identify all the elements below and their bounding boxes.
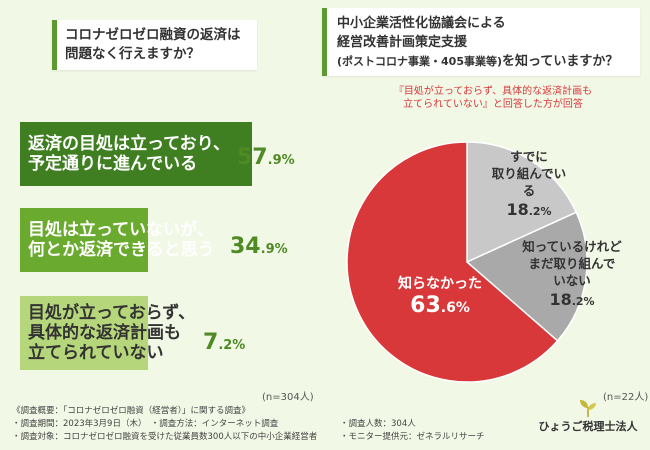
bar-1-fill xyxy=(20,122,252,186)
pie-label-2-line3: いない xyxy=(553,273,591,288)
bar-2-value-int: 34 xyxy=(230,234,261,259)
footer-survey-provider: ・モニター提供元：ゼネラルリサーチ xyxy=(340,432,485,442)
bar-3-label-line2: 具体的な返済計画も xyxy=(28,323,181,343)
pie-label-1-line1: すでに xyxy=(510,149,548,164)
bar-2-label-line2: 何とか返済できると思う xyxy=(28,240,215,260)
footer-survey-target: ・調査対象：コロナゼロゼロ融資を受けた従業員数300人以下の中小企業経営者 xyxy=(12,432,318,442)
bar-3-value: 7.2% xyxy=(203,330,245,355)
bar-n-label: (n=304人) xyxy=(262,392,314,403)
pie-label-1-value-int: 18 xyxy=(506,200,529,219)
bar-2: 目処は立っていないが、 何とか返済できると思う xyxy=(20,208,280,272)
bar-3-label-line3: 立てられていない xyxy=(28,343,164,363)
bar-3-label: 目処が立っておらず、 具体的な返済計画も 立てられていない xyxy=(20,303,195,363)
sprout-icon xyxy=(580,400,596,417)
pie-note-line1: 『目処が立っておらず、具体的な返済計画も xyxy=(393,86,593,97)
right-question-line3-small: (ポストコロナ事業・405事業等) xyxy=(337,55,503,68)
pie-label-2-value-dec: .2% xyxy=(571,295,595,308)
logo: ひょうご税理士法人 xyxy=(532,398,644,434)
bar-1-label: 返済の目処は立っており、 予定通りに進んでいる xyxy=(20,134,230,174)
bar-1-value-dec: .9% xyxy=(267,153,295,168)
pie-label-3-line1: 知らなかった xyxy=(398,276,482,292)
pie-label-1: すでに 取り組んでいる 18.2% xyxy=(488,148,570,220)
right-question-line2: 経営改善計画策定支援 xyxy=(337,35,468,50)
pie-label-3-value: 63.6% xyxy=(385,295,495,317)
bar-1-value-int: 57 xyxy=(237,145,268,170)
bar-2-value: 34.9% xyxy=(230,234,288,259)
pie-note-line2: 立てられていない』と回答した方が回答 xyxy=(403,99,583,110)
bar-3: 目処が立っておらず、 具体的な返済計画も 立てられていない xyxy=(20,296,240,370)
pie-label-1-value-dec: .2% xyxy=(528,205,552,218)
right-question-line1: 中小企業活性化協議会による xyxy=(337,16,506,31)
pie-label-2-line2: まだ取り組んで xyxy=(528,256,616,271)
pie-label-1-line2: 取り組んでいる xyxy=(491,166,567,198)
bar-3-fill xyxy=(20,296,148,370)
bar-1-label-line2: 予定通りに進んでいる xyxy=(28,154,198,174)
pie-label-2-value-int: 18 xyxy=(549,290,572,309)
logo-text: ひょうご税理士法人 xyxy=(538,420,638,433)
pie-label-3-value-dec: .6% xyxy=(440,300,470,316)
footer-survey-title: 《調査概要：「コロナゼロゼロ融資（経営者）」に関する調査》 xyxy=(12,406,251,416)
pie-label-3-value-int: 63 xyxy=(410,293,441,318)
right-question-line3-rest: を知っていますか？ xyxy=(502,54,619,69)
pie-note: 『目処が立っておらず、具体的な返済計画も 立てられていない』と回答した方が回答 xyxy=(368,85,618,111)
bar-3-value-int: 7 xyxy=(203,330,219,355)
bar-2-label-line1: 目処は立っていないが、 xyxy=(28,220,214,240)
bar-2-value-dec: .9% xyxy=(260,242,288,257)
right-question-card: 中小企業活性化協議会による 経営改善計画策定支援 (ポストコロナ事業・405事業… xyxy=(322,8,640,76)
pie-label-2-value: 18.2% xyxy=(518,291,626,310)
pie-label-2-line1: 知っているけれど xyxy=(522,239,622,254)
footer-survey-count: ・調査人数：304人 xyxy=(340,419,416,429)
bar-1-label-line1: 返済の目処は立っており、 xyxy=(28,134,230,154)
right-question-line3: (ポストコロナ事業・405事業等)を知っていますか？ xyxy=(337,52,630,71)
pie-label-2: 知っているけれど まだ取り組んで いない 18.2% xyxy=(518,238,626,310)
footer-survey-period: ・調査期間：2023年3月9日（木） ・調査方法：インターネット調査 xyxy=(12,419,279,429)
footer-left: 《調査概要：「コロナゼロゼロ融資（経営者）」に関する調査》 ・調査期間：2023… xyxy=(12,405,317,444)
bar-3-value-dec: .2% xyxy=(218,338,246,353)
left-question-card: コロナゼロゼロ融資の返済は 問題なく行えますか？ xyxy=(52,20,257,70)
bar-1-value: 57.9% xyxy=(237,145,295,170)
left-question-line2: 問題なく行えますか？ xyxy=(65,46,200,62)
pie-label-3: 知らなかった 63.6% xyxy=(385,275,495,317)
bar-2-fill xyxy=(20,208,148,272)
bar-1: 返済の目処は立っており、 予定通りに進んでいる xyxy=(20,122,272,186)
bar-2-label: 目処は立っていないが、 何とか返済できると思う xyxy=(20,220,215,260)
pie-label-1-value: 18.2% xyxy=(488,201,570,220)
bar-3-label-line1: 目処が立っておらず、 xyxy=(28,303,196,323)
pie-n-label: (n=22人) xyxy=(603,392,649,403)
footer-right: ・調査人数：304人 ・モニター提供元：ゼネラルリサーチ xyxy=(340,418,485,444)
left-question-line1: コロナゼロゼロ融資の返済は xyxy=(65,27,241,43)
